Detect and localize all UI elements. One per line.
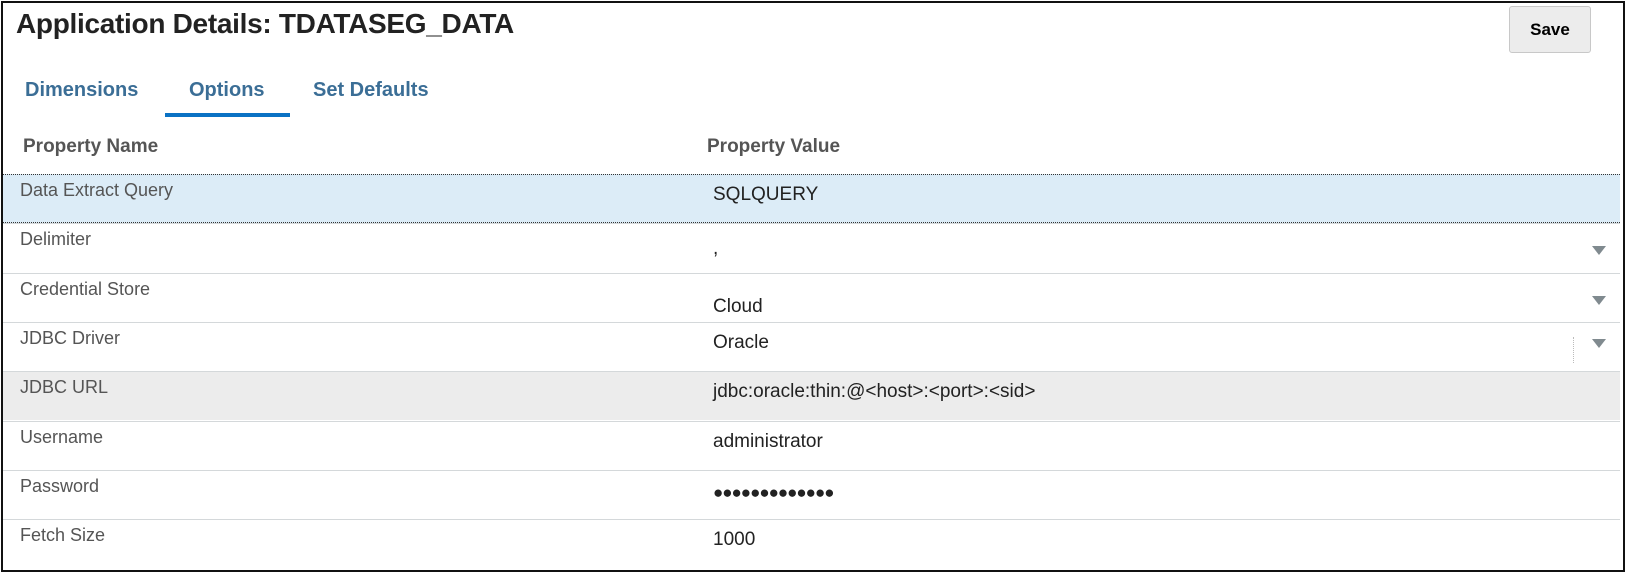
property-value-select[interactable]: Cloud	[713, 296, 763, 317]
table-row[interactable]: Password ●●●●●●●●●●●●●	[3, 470, 1620, 519]
property-value-select[interactable]: ,	[713, 238, 719, 259]
property-value-select[interactable]: Oracle	[713, 332, 769, 353]
property-value-field[interactable]: SQLQUERY	[713, 184, 819, 205]
property-name: Password	[20, 476, 100, 496]
table-row[interactable]: Delimiter,	[3, 223, 1620, 272]
dropdown-separator	[1573, 337, 1575, 363]
property-value-field[interactable]: jdbc:oracle:thin:@<host>:<port>:<sid>	[713, 381, 1036, 402]
tab-dimensions[interactable]: Dimensions	[25, 79, 139, 101]
column-header-property-name[interactable]: Property Name	[23, 136, 159, 157]
property-name: JDBC Driver	[20, 328, 121, 348]
property-name: Credential Store	[20, 279, 151, 299]
table-row[interactable]: Fetch Size 1000	[3, 519, 1620, 568]
dropdown-arrow-icon[interactable]	[1592, 246, 1606, 255]
column-header-property-value[interactable]: Property Value	[707, 136, 841, 157]
table-row[interactable]: Data Extract Query SQLQUERY	[3, 174, 1620, 223]
property-name: JDBC URL	[20, 377, 109, 397]
table-row[interactable]: Credential Store Cloud	[3, 273, 1620, 322]
property-name: Delimiter	[20, 229, 92, 249]
table-row[interactable]: JDBC Driver Oracle	[3, 322, 1620, 371]
tab-options[interactable]: Options	[189, 79, 265, 101]
property-name: Data Extract Query	[20, 180, 174, 200]
property-value-field[interactable]: administrator	[713, 431, 823, 452]
password-field[interactable]: ●●●●●●●●●●●●●	[713, 483, 834, 502]
active-tab-indicator	[165, 113, 290, 117]
tab-set-defaults[interactable]: Set Defaults	[313, 79, 429, 101]
dropdown-arrow-icon[interactable]	[1592, 339, 1606, 348]
dropdown-arrow-icon[interactable]	[1592, 296, 1606, 305]
save-button[interactable]: Save	[1509, 6, 1591, 53]
table-row[interactable]: JDBC URL jdbc:oracle:thin:@<host>:<port>:…	[3, 371, 1620, 420]
property-name: Fetch Size	[20, 525, 106, 545]
property-name: Username	[20, 427, 104, 447]
property-value-field[interactable]: 1000	[713, 529, 756, 550]
table-row[interactable]: Username administrator	[3, 421, 1620, 470]
page-title: Application Details: TDATASEG_DATA	[16, 8, 514, 39]
